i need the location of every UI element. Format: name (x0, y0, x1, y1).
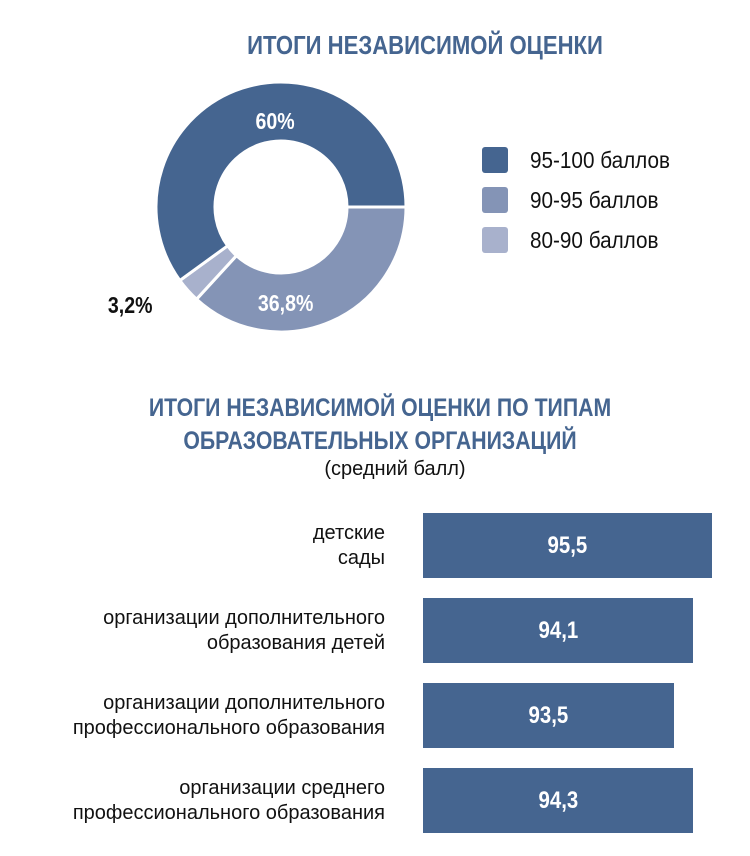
donut-segment (194, 205, 408, 334)
legend-label: 90-95 баллов (530, 186, 659, 213)
segment-label-80-90: 3,2% (107, 292, 153, 318)
bar-value: 94,3 (538, 786, 578, 814)
legend-item-90-95: 90-95 баллов (482, 180, 686, 220)
bar-row: детские сады 95,5 (0, 513, 750, 578)
bar-value: 93,5 (528, 701, 569, 729)
bar-value: 94,1 (538, 616, 578, 644)
bar-row: организации среднего профессионального о… (0, 768, 750, 833)
segment-label-90-95: 36,8% (257, 290, 314, 316)
bar-row: организации дополнительного образования … (0, 598, 750, 663)
legend-item-95-100: 95-100 баллов (482, 140, 686, 180)
legend-swatch (482, 227, 508, 253)
bar-category-label: детские сады (312, 521, 385, 569)
bar: 95,5 (423, 513, 712, 578)
bar-row: организации дополнительного профессионал… (0, 683, 750, 748)
bar: 94,1 (423, 598, 693, 663)
bar-chart-title-line2: ОБРАЗОВАТЕЛЬНЫХ ОРГАНИЗАЦИЙ (183, 427, 577, 455)
donut-segment (154, 80, 408, 283)
bar-category-label: организации среднего профессионального о… (72, 776, 385, 824)
donut-chart-title: ИТОГИ НЕЗАВИСИМОЙ ОЦЕНКИ (247, 30, 603, 60)
legend-swatch (482, 187, 508, 213)
segment-label-95-100: 60% (255, 108, 295, 134)
legend-item-80-90: 80-90 баллов (482, 220, 686, 260)
donut-chart (154, 80, 408, 334)
bar-category-label: организации дополнительного образования … (103, 606, 385, 654)
bar-value: 95,5 (547, 531, 588, 559)
bar-chart-title-line1: ИТОГИ НЕЗАВИСИМОЙ ОЦЕНКИ ПО ТИПАМ (148, 394, 612, 422)
donut-legend: 95-100 баллов 90-95 баллов 80-90 баллов (482, 140, 686, 260)
bar: 94,3 (423, 768, 693, 833)
bar: 93,5 (423, 683, 674, 748)
bar-chart-title: ИТОГИ НЕЗАВИСИМОЙ ОЦЕНКИ ПО ТИПАМ ОБРАЗО… (108, 392, 652, 458)
legend-label: 95-100 баллов (530, 146, 671, 173)
legend-label: 80-90 баллов (530, 226, 659, 253)
legend-swatch (482, 147, 508, 173)
bar-chart-subtitle: (средний балл) (324, 458, 466, 480)
bar-category-label: организации дополнительного профессионал… (72, 691, 385, 739)
